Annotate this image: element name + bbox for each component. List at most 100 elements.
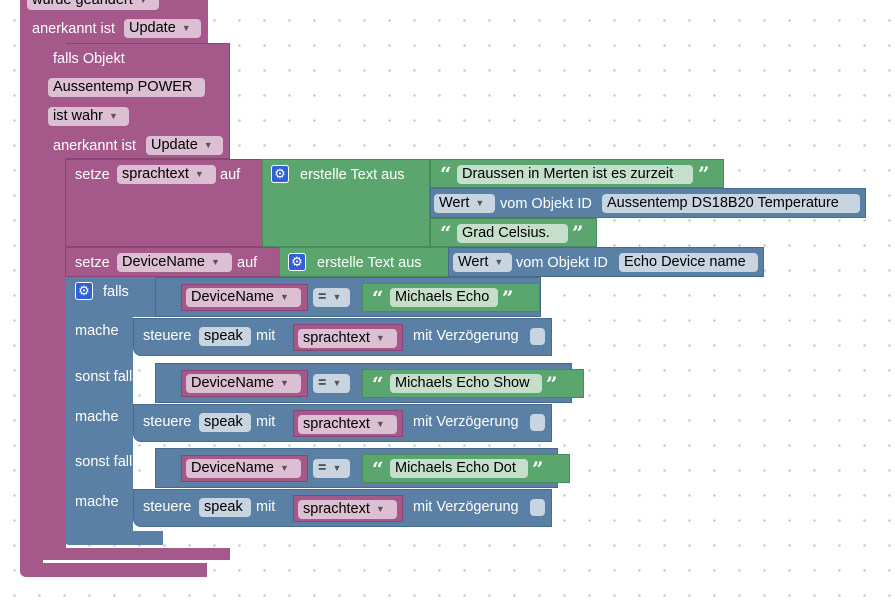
create-text-label-2: erstelle Text aus: [317, 255, 422, 271]
object-id-text-1: Aussentemp DS18B20 Temperature: [607, 195, 839, 211]
update-dropdown[interactable]: Update ▼: [124, 19, 201, 38]
gear-icon[interactable]: ⚙: [75, 282, 93, 300]
chevron-down-icon: ▼: [280, 463, 289, 474]
delay-checkbox[interactable]: [530, 328, 545, 345]
chevron-down-icon: ▼: [194, 169, 204, 180]
delay-label: mit Verzögerung: [413, 328, 519, 344]
chevron-down-icon: ▼: [375, 419, 385, 430]
wert-text-1: Wert: [439, 195, 470, 211]
compare-text-value-text: Michaels Echo Dot: [395, 460, 516, 476]
equals-operator-dropdown[interactable]: = ▼: [313, 459, 350, 478]
setze-label-1: setze: [75, 167, 110, 183]
speak-field-text: speak: [204, 414, 243, 430]
sprachtext-var-dropdown[interactable]: sprachtext ▼: [117, 165, 216, 184]
chevron-down-icon: ▼: [332, 378, 342, 389]
speak-field[interactable]: speak: [199, 498, 251, 517]
text-value-2[interactable]: Grad Celsius.: [457, 224, 568, 243]
quote-close-icon: ”: [698, 162, 710, 186]
create-text-label-1: erstelle Text aus: [300, 167, 405, 183]
compare-text-value[interactable]: Michaels Echo: [390, 288, 498, 307]
changed-field[interactable]: wurde geändert ▼: [27, 0, 159, 10]
anerkannt-label-2: anerkannt ist: [53, 138, 137, 154]
compare-var-text: DeviceName: [191, 460, 274, 476]
compare-text-value-text: Michaels Echo Show: [395, 375, 530, 391]
speak-field[interactable]: speak: [199, 327, 251, 346]
action-var-dropdown[interactable]: sprachtext ▼: [298, 329, 397, 348]
vom-objekt-label-2: vom Objekt ID: [516, 255, 608, 271]
wert-dropdown-2[interactable]: Wert ▼: [453, 253, 512, 272]
update-dropdown-2-text: Update: [151, 137, 198, 153]
compare-var-dropdown[interactable]: DeviceName ▼: [186, 288, 301, 307]
object-id-field-2[interactable]: Echo Device name: [619, 253, 758, 272]
changed-field-text: wurde geändert: [32, 0, 133, 8]
mit-label: mit: [256, 414, 276, 430]
quote-open-icon: “: [372, 286, 384, 310]
mache-label-3: mache: [75, 494, 119, 510]
delay-checkbox[interactable]: [530, 414, 545, 431]
action-var-text: sprachtext: [303, 330, 370, 346]
chevron-down-icon: ▼: [375, 504, 385, 515]
quote-open-icon: “: [440, 162, 452, 186]
chevron-down-icon: ▼: [280, 292, 289, 303]
chevron-down-icon: ▼: [332, 292, 342, 303]
text-value-1-text: Draussen in Merten ist es zurzeit: [462, 166, 674, 182]
gear-icon[interactable]: ⚙: [288, 253, 306, 271]
delay-label: mit Verzögerung: [413, 414, 519, 430]
quote-close-icon: ”: [502, 286, 514, 310]
compare-text-value-text: Michaels Echo: [395, 289, 490, 305]
equals-operator-dropdown[interactable]: = ▼: [313, 374, 350, 393]
equals-operator-dropdown[interactable]: = ▼: [313, 288, 350, 307]
equals-operator-text: =: [318, 375, 327, 391]
create-text-block-1[interactable]: [262, 159, 430, 247]
action-var-dropdown[interactable]: sprachtext ▼: [298, 415, 397, 434]
mache-label-1: mache: [75, 323, 119, 339]
if-block-left[interactable]: [65, 277, 133, 540]
update-dropdown-2[interactable]: Update ▼: [146, 136, 223, 155]
if-object-block-left[interactable]: [42, 43, 66, 558]
sonst-falls-label-2: sonst falls: [75, 454, 140, 470]
quote-open-icon: “: [440, 221, 452, 245]
auf-label-2: auf: [237, 255, 258, 271]
compare-var-dropdown[interactable]: DeviceName ▼: [186, 459, 301, 478]
equals-operator-text: =: [318, 460, 327, 476]
delay-label: mit Verzögerung: [413, 499, 519, 515]
quote-close-icon: ”: [546, 372, 558, 396]
object-field[interactable]: Aussentemp POWER: [48, 78, 205, 97]
falls-objekt-label: falls Objekt: [53, 51, 125, 67]
quote-close-icon: ”: [532, 457, 544, 481]
object-id-text-2: Echo Device name: [624, 254, 746, 270]
trigger-block-footer[interactable]: [20, 563, 207, 577]
setze-label-2: setze: [75, 255, 110, 271]
if-block-footer[interactable]: [65, 531, 163, 545]
chevron-down-icon: ▼: [494, 257, 504, 268]
trigger-block-outer[interactable]: [20, 0, 43, 572]
chevron-down-icon: ▼: [280, 378, 289, 389]
vom-objekt-label-1: vom Objekt ID: [500, 196, 592, 212]
speak-field-text: speak: [204, 328, 243, 344]
ist-wahr-text: ist wahr: [53, 108, 103, 124]
create-text-block-2[interactable]: [279, 247, 449, 277]
speak-field-text: speak: [204, 499, 243, 515]
ist-wahr-dropdown[interactable]: ist wahr ▼: [48, 107, 129, 126]
object-id-field-1[interactable]: Aussentemp DS18B20 Temperature: [602, 194, 860, 213]
chevron-down-icon: ▼: [138, 0, 148, 6]
gear-icon[interactable]: ⚙: [271, 165, 289, 183]
wert-dropdown-1[interactable]: Wert ▼: [434, 194, 495, 213]
speak-field[interactable]: speak: [199, 413, 251, 432]
steuere-label: steuere: [143, 414, 192, 430]
wert-text-2: Wert: [458, 254, 489, 270]
devicename-var-dropdown[interactable]: DeviceName ▼: [117, 253, 232, 272]
compare-var-dropdown[interactable]: DeviceName ▼: [186, 374, 301, 393]
steuere-label: steuere: [143, 328, 192, 344]
compare-text-value[interactable]: Michaels Echo Dot: [390, 459, 528, 478]
action-var-text: sprachtext: [303, 416, 370, 432]
if-object-block-footer[interactable]: [42, 548, 230, 560]
action-var-dropdown[interactable]: sprachtext ▼: [298, 500, 397, 519]
compare-var-text: DeviceName: [191, 375, 274, 391]
chevron-down-icon: ▼: [211, 257, 220, 268]
steuere-label: steuere: [143, 499, 192, 515]
text-value-1[interactable]: Draussen in Merten ist es zurzeit: [457, 165, 693, 184]
delay-checkbox[interactable]: [530, 499, 545, 516]
object-field-text: Aussentemp POWER: [53, 79, 193, 95]
compare-text-value[interactable]: Michaels Echo Show: [390, 374, 542, 393]
